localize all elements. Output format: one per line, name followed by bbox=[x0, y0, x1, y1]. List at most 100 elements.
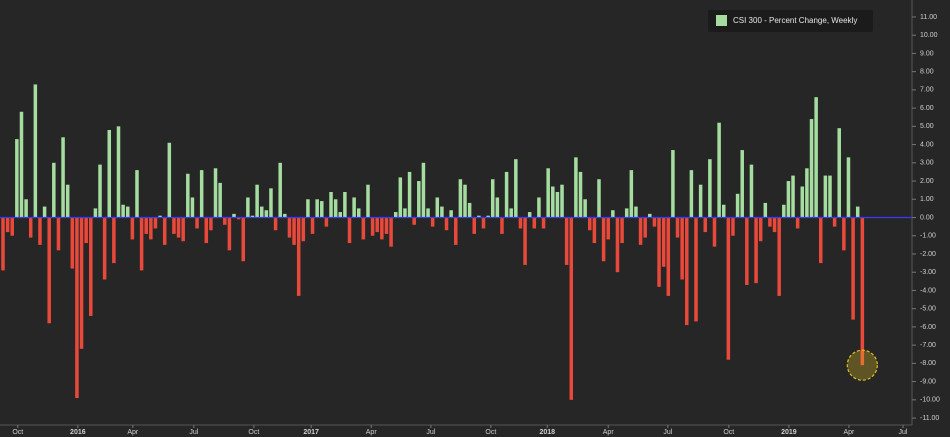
bar bbox=[204, 217, 209, 244]
bar bbox=[75, 217, 79, 399]
bar bbox=[380, 217, 384, 240]
bar bbox=[65, 184, 70, 218]
bar bbox=[52, 162, 56, 218]
bar bbox=[347, 217, 352, 244]
x-tick-label: Oct bbox=[248, 429, 259, 436]
bar bbox=[749, 164, 754, 218]
bar bbox=[486, 215, 490, 218]
bar bbox=[472, 217, 477, 234]
x-tick-label: Jul bbox=[426, 429, 435, 436]
bar bbox=[61, 137, 65, 218]
bar bbox=[698, 184, 703, 218]
x-tick-label: Apr bbox=[603, 429, 615, 436]
bar bbox=[366, 184, 370, 218]
x-tick-label: 2017 bbox=[303, 429, 319, 436]
y-tick-label: 6.00 bbox=[920, 105, 934, 112]
bar bbox=[324, 217, 329, 227]
bar bbox=[107, 129, 112, 218]
bar bbox=[652, 217, 657, 227]
bar bbox=[592, 217, 597, 244]
bar bbox=[717, 122, 721, 218]
y-tick-label: 3.00 bbox=[920, 160, 934, 167]
bar bbox=[144, 217, 148, 234]
legend-box bbox=[708, 10, 873, 32]
bar bbox=[768, 217, 772, 227]
bar bbox=[186, 173, 190, 218]
bar bbox=[79, 217, 84, 349]
y-tick-label: 9.00 bbox=[920, 50, 934, 57]
bar bbox=[629, 170, 634, 218]
bar bbox=[842, 217, 846, 251]
bar bbox=[384, 217, 389, 234]
bar bbox=[754, 217, 758, 284]
bar bbox=[800, 186, 805, 218]
bar bbox=[477, 215, 481, 218]
bar bbox=[708, 159, 712, 218]
bar bbox=[287, 217, 292, 238]
bar bbox=[814, 97, 818, 218]
bar bbox=[5, 217, 10, 233]
bar bbox=[648, 213, 652, 218]
x-tick-label: Jul bbox=[189, 429, 198, 436]
bar bbox=[301, 217, 306, 242]
bar bbox=[403, 208, 407, 218]
bar bbox=[320, 201, 324, 218]
bar bbox=[689, 170, 694, 218]
bar bbox=[417, 181, 421, 218]
bar bbox=[273, 217, 278, 231]
bar bbox=[537, 197, 541, 218]
bar bbox=[356, 208, 361, 218]
bar bbox=[213, 168, 218, 218]
x-tick-label: 2018 bbox=[539, 429, 555, 436]
x-tick-label: 2016 bbox=[70, 429, 86, 436]
bar bbox=[546, 168, 550, 218]
bar bbox=[130, 217, 135, 240]
bar bbox=[805, 168, 809, 218]
bar bbox=[680, 217, 684, 280]
bar bbox=[149, 217, 153, 240]
bar bbox=[236, 217, 241, 220]
y-tick-label: -9.00 bbox=[920, 378, 936, 385]
bar bbox=[28, 217, 33, 238]
bar bbox=[153, 217, 158, 229]
bar bbox=[837, 128, 841, 218]
bar bbox=[296, 217, 301, 296]
bar bbox=[15, 139, 19, 218]
bar bbox=[818, 217, 823, 264]
bar bbox=[786, 181, 791, 218]
bar bbox=[583, 199, 587, 218]
bar bbox=[241, 217, 246, 262]
bar bbox=[620, 217, 624, 244]
y-tick-label: -2.00 bbox=[920, 251, 936, 258]
bar bbox=[740, 150, 744, 218]
bar bbox=[278, 162, 282, 218]
y-tick-label: 5.00 bbox=[920, 123, 934, 130]
bar bbox=[393, 212, 398, 218]
y-tick-label: 7.00 bbox=[920, 87, 934, 94]
bar bbox=[703, 217, 708, 233]
y-tick-label: 10.00 bbox=[920, 32, 938, 39]
bar bbox=[19, 111, 24, 218]
legend-label: CSI 300 - Percent Change, Weekly bbox=[733, 16, 857, 25]
bar bbox=[671, 150, 675, 218]
bar bbox=[481, 217, 486, 229]
bar bbox=[121, 204, 125, 218]
bar bbox=[712, 217, 717, 247]
bar bbox=[56, 217, 61, 251]
bar bbox=[615, 217, 620, 273]
bar bbox=[509, 208, 513, 218]
bar bbox=[435, 197, 440, 218]
bar bbox=[250, 215, 255, 218]
bar bbox=[675, 217, 680, 238]
bar bbox=[611, 210, 615, 218]
bar bbox=[578, 171, 583, 218]
bar bbox=[726, 217, 731, 360]
bar bbox=[158, 215, 162, 218]
y-tick-label: 11.00 bbox=[920, 14, 937, 21]
bar bbox=[426, 208, 430, 218]
y-tick-label: -5.00 bbox=[920, 306, 936, 313]
bar bbox=[551, 186, 555, 218]
bar bbox=[638, 217, 643, 245]
bar bbox=[597, 179, 601, 218]
